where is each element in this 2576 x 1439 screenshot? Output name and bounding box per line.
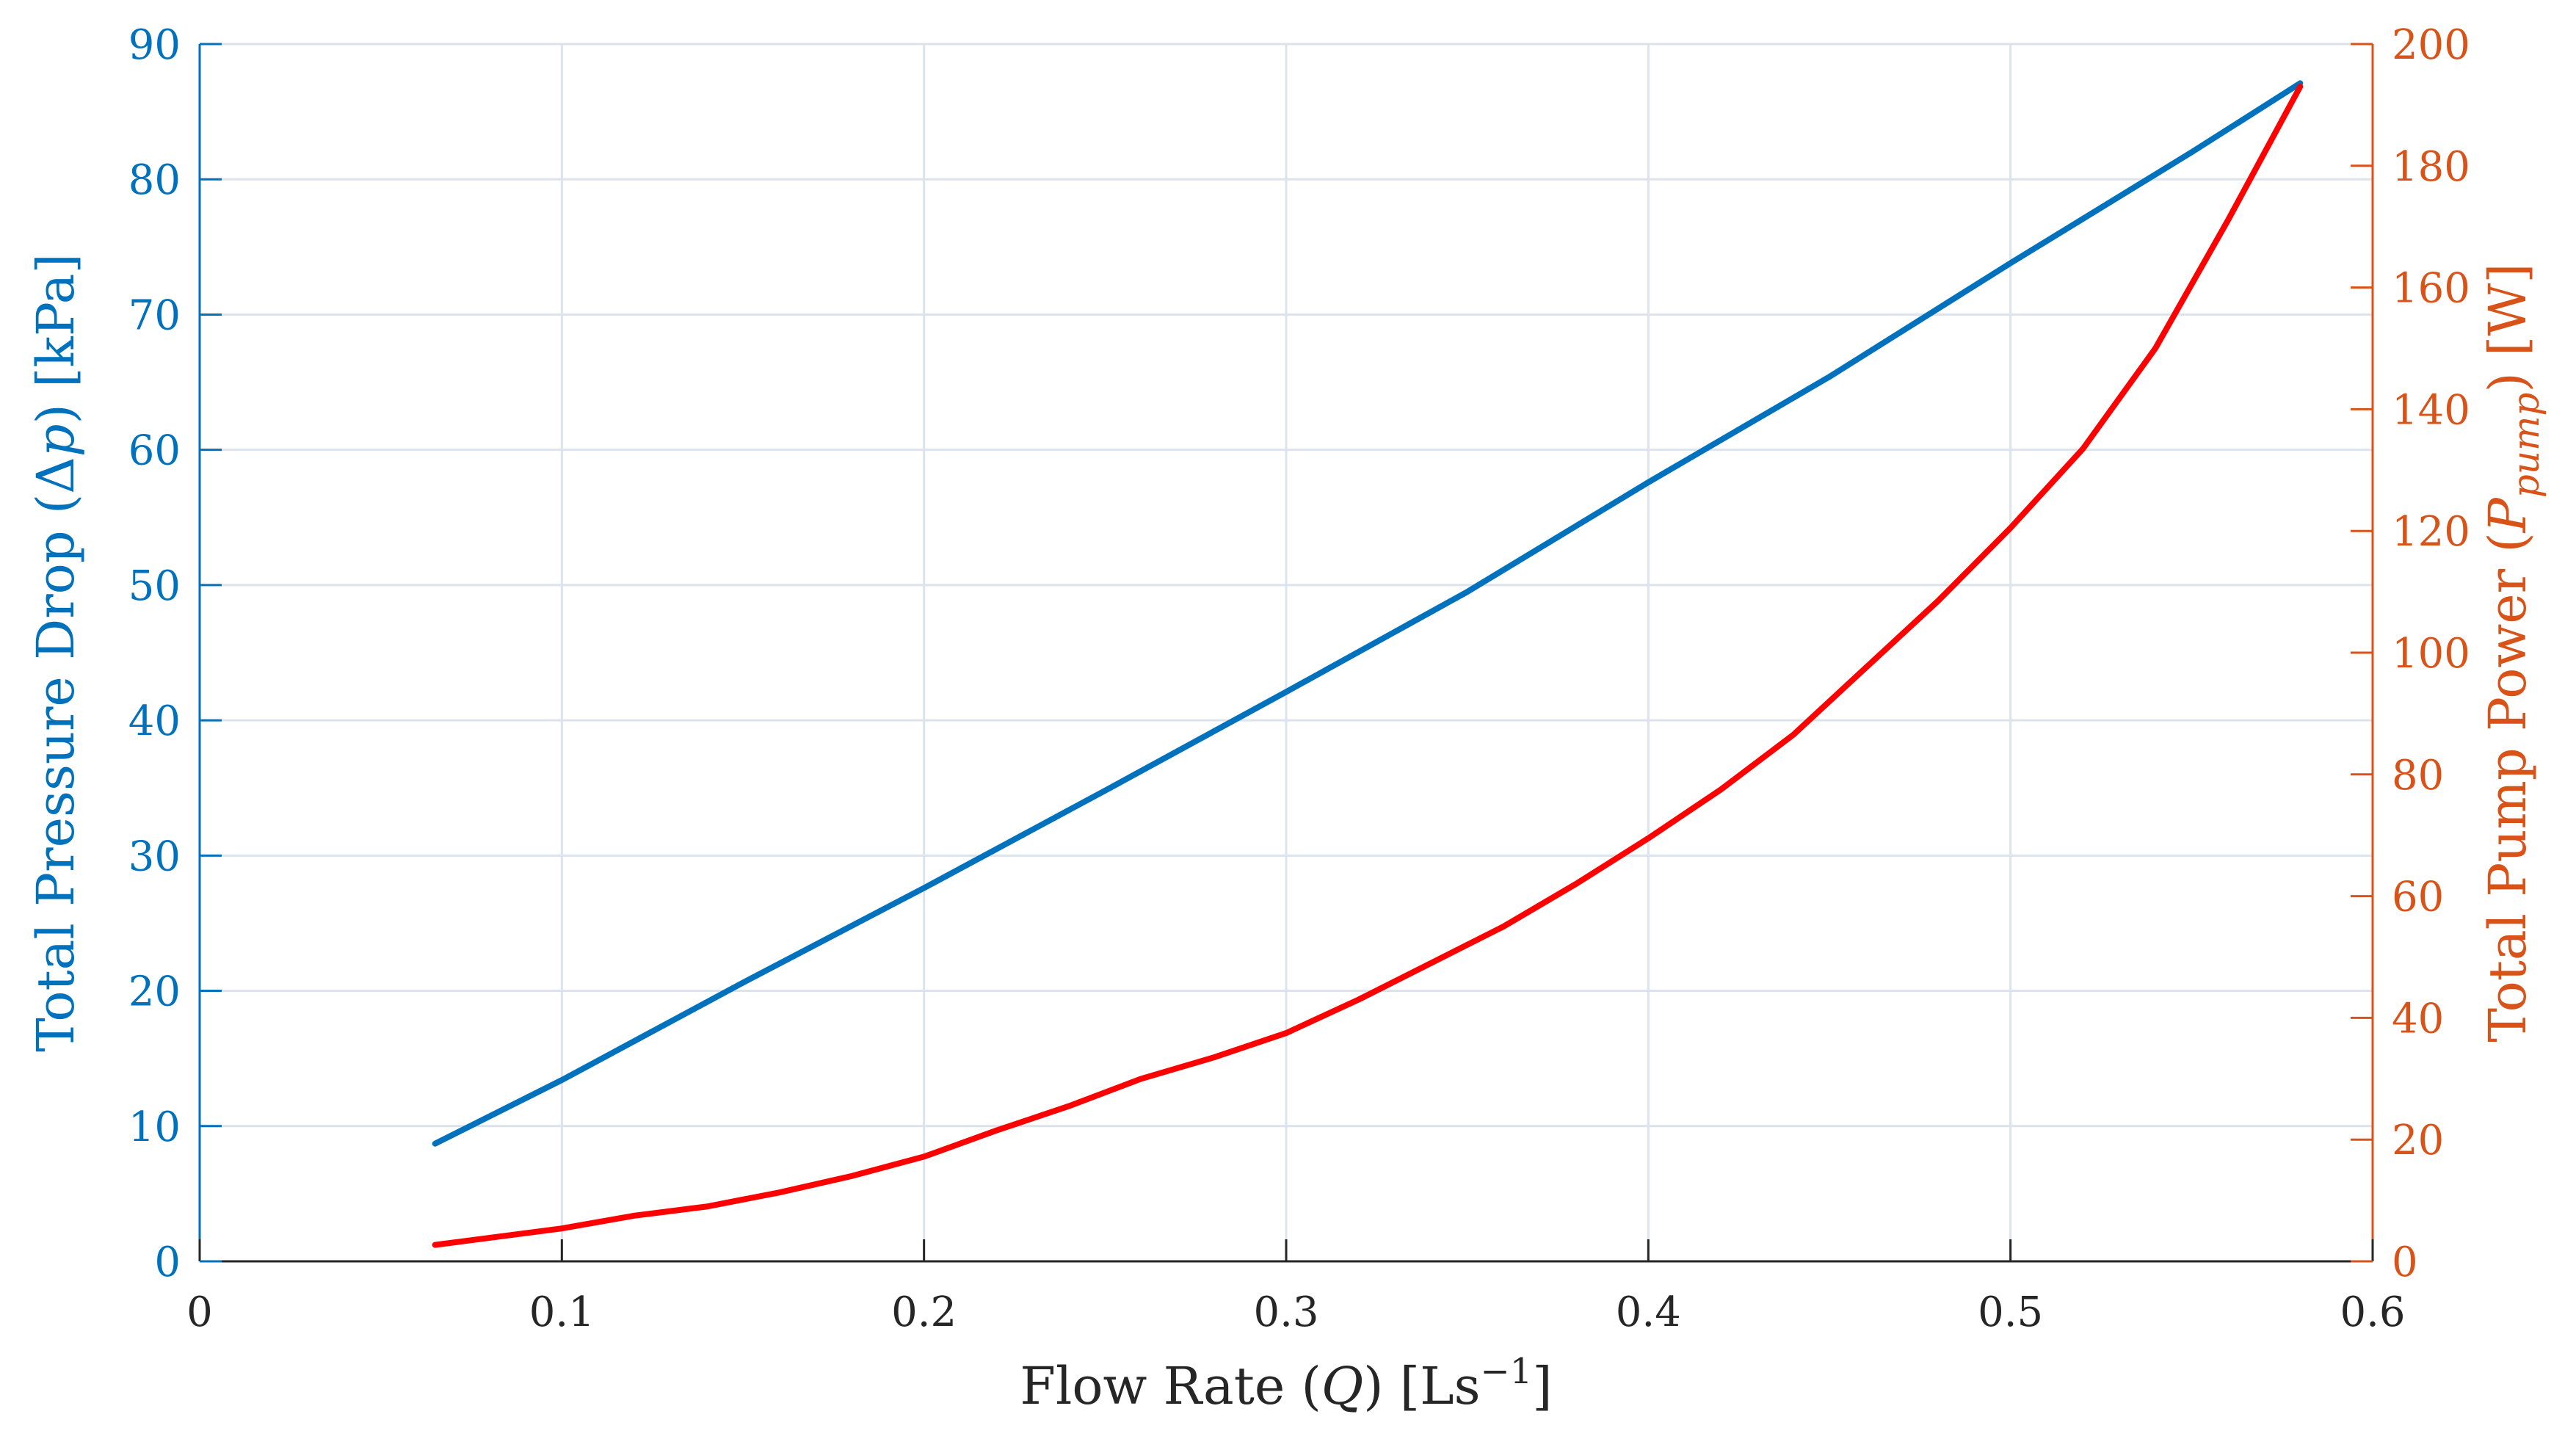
x-axis-label: Flow Rate (Q) [Ls−1]: [1020, 1351, 1552, 1416]
left-y-tick-label: 30: [128, 833, 181, 880]
pressure-drop-line: [432, 80, 2304, 1147]
left-y-axis-label-unit: ) [kPa]: [26, 253, 86, 424]
series-layer: [432, 80, 2304, 1248]
x-axis-label-text: Flow Rate (: [1020, 1356, 1321, 1416]
x-tick-label: 0.6: [2340, 1288, 2405, 1336]
left-y-axis-label: Total Pressure Drop (Δp) [kPa]: [26, 253, 86, 1052]
right-y-tick-label: 100: [2392, 630, 2470, 678]
left-y-axis-label-text: Total Pressure Drop (Δ: [26, 457, 86, 1052]
right-y-axis-label-text: Total Pump Power (: [2478, 532, 2538, 1042]
x-tick-label: 0.4: [1616, 1288, 1681, 1336]
x-tick-label: 0: [186, 1288, 213, 1336]
pump-power-line: [432, 84, 2304, 1248]
ticks-layer: 0 0.1 0.2 0.3 0.4 0.5 0.6010203040506070809002…: [128, 21, 2470, 1336]
right-y-axis-label: Total Pump Power (Ppump) [W]: [2478, 263, 2547, 1042]
right-y-axis-label-subscript: pump: [2505, 393, 2547, 499]
left-y-axis-label-symbol: p: [26, 424, 86, 457]
right-y-tick-label: 60: [2392, 874, 2444, 921]
left-y-tick-label: 50: [128, 562, 181, 610]
x-axis-label-unit: ) [Ls: [1363, 1356, 1480, 1416]
left-y-tick-label: 60: [128, 427, 181, 475]
left-y-tick-label: 20: [128, 968, 181, 1016]
labels-layer: Flow Rate (Q) [Ls−1] Total Pressure Drop …: [26, 253, 2547, 1416]
left-y-tick-label: 80: [128, 156, 181, 204]
right-y-tick-label: 140: [2392, 386, 2470, 434]
left-y-tick-label: 70: [128, 291, 181, 339]
right-y-tick-label: 160: [2392, 265, 2470, 313]
right-y-tick-label: 180: [2392, 143, 2470, 191]
grid-layer: [200, 43, 2373, 1261]
x-tick-label: 0.3: [1253, 1288, 1318, 1336]
left-y-tick-label: 10: [128, 1103, 181, 1151]
right-y-axis-label-unit: ) [W]: [2478, 263, 2538, 392]
x-tick-label: 0.1: [529, 1288, 595, 1336]
right-y-tick-label: 120: [2392, 508, 2470, 556]
right-y-tick-label: 20: [2392, 1117, 2444, 1164]
x-tick-label: 0.2: [891, 1288, 957, 1336]
x-tick-label: 0.5: [1978, 1288, 2043, 1336]
right-y-tick-label: 0: [2392, 1239, 2418, 1286]
x-axis-label-superscript: −1: [1481, 1351, 1533, 1392]
left-y-tick-label: 40: [128, 697, 181, 745]
right-y-axis-label-symbol: P: [2478, 496, 2538, 534]
right-y-tick-label: 40: [2392, 995, 2444, 1043]
left-y-tick-label: 90: [128, 21, 181, 69]
left-y-tick-label: 0: [154, 1239, 181, 1286]
right-y-tick-label: 200: [2392, 21, 2470, 69]
right-y-tick-label: 80: [2392, 752, 2444, 800]
x-axis-label-symbol: Q: [1321, 1356, 1363, 1416]
x-axis-label-close: ]: [1532, 1356, 1552, 1416]
